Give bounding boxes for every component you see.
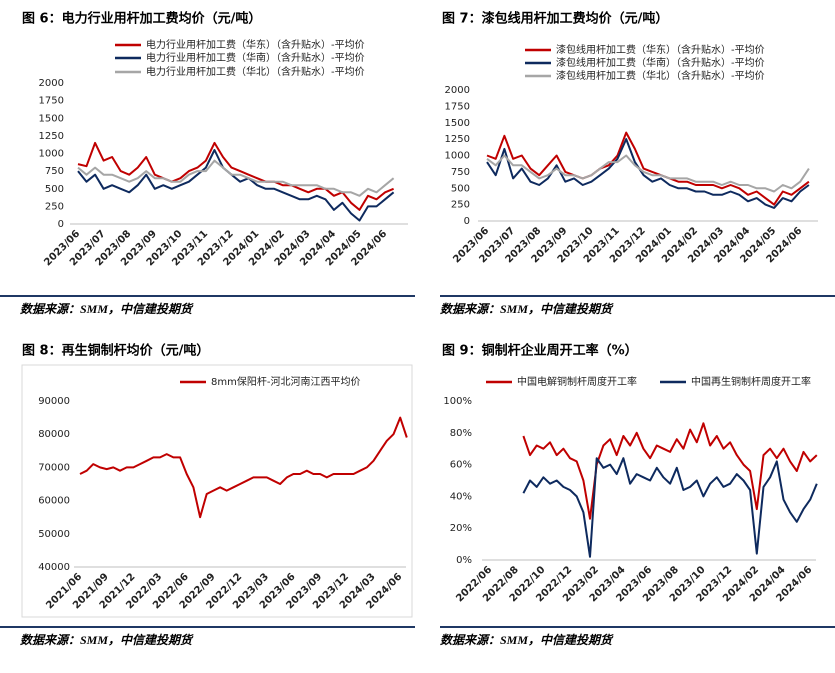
series-line: [522, 457, 818, 558]
y-tick-label: 40%: [450, 491, 472, 502]
y-tick-label: 60%: [450, 460, 472, 471]
y-tick-label: 100%: [443, 396, 472, 407]
y-tick-label: 1000: [445, 151, 470, 162]
chart-title: 图 8：再生铜制杆均价（元/吨）: [22, 343, 209, 359]
series-line: [77, 149, 395, 222]
y-tick-label: 1250: [39, 131, 64, 142]
y-tick-label: 250: [45, 201, 64, 212]
source-note: 数据来源：SMM，中信建投期货: [20, 302, 194, 316]
y-tick-label: 1500: [445, 118, 470, 129]
series-line: [77, 141, 394, 211]
legend-label: 漆包线用杆加工费（华东）（含升贴水）-平均价: [556, 43, 765, 56]
source-note: 数据来源：SMM，中信建投期货: [20, 633, 194, 647]
chart-title: 图 7：漆包线用杆加工费均价（元/吨）: [442, 11, 668, 27]
series-line: [77, 159, 395, 197]
chart-title: 图 9：铜制杆企业周开工率（%）: [442, 343, 638, 359]
source-note: 数据来源：SMM，中信建投期货: [440, 633, 614, 647]
separator: [440, 295, 835, 297]
y-tick-label: 80000: [38, 429, 70, 440]
y-tick-label: 750: [45, 166, 64, 177]
y-tick-label: 80%: [450, 428, 472, 439]
legend-label: 电力行业用杆加工费（华北）（含升贴水）-平均价: [146, 65, 365, 78]
series-line: [79, 416, 408, 519]
series-line: [522, 422, 818, 520]
y-tick-label: 1250: [445, 134, 470, 145]
separator: [0, 295, 415, 297]
source-note: 数据来源：SMM，中信建投期货: [440, 302, 614, 316]
legend-label: 中国再生铜制杆周度开工率: [691, 375, 811, 388]
series-line: [486, 131, 810, 206]
y-tick-label: 500: [451, 183, 470, 194]
y-tick-label: 90000: [38, 396, 70, 407]
chart-frame: [21, 364, 413, 618]
y-tick-label: 2000: [445, 85, 470, 96]
y-tick-label: 0: [464, 216, 470, 227]
y-tick-label: 0: [58, 219, 64, 230]
separator: [0, 626, 415, 628]
legend-label: 中国电解铜制杆周度开工率: [517, 375, 637, 388]
legend-label: 漆包线用杆加工费（华南）（含升贴水）-平均价: [556, 56, 765, 69]
y-tick-label: 250: [451, 200, 470, 211]
series-line: [486, 138, 810, 209]
y-tick-label: 20%: [450, 523, 472, 534]
y-tick-label: 750: [451, 167, 470, 178]
series-line: [486, 154, 810, 193]
y-tick-label: 1500: [39, 113, 64, 124]
y-tick-label: 1750: [39, 96, 64, 107]
y-tick-label: 70000: [38, 462, 70, 473]
legend-label: 电力行业用杆加工费（华东）（含升贴水）-平均价: [146, 38, 365, 51]
chart-title: 图 6：电力行业用杆加工费均价（元/吨）: [22, 11, 261, 27]
y-tick-label: 0%: [456, 555, 472, 566]
legend-label: 电力行业用杆加工费（华南）（含升贴水）-平均价: [146, 51, 365, 64]
y-tick-label: 2000: [39, 78, 64, 89]
y-tick-label: 40000: [38, 562, 70, 573]
legend-label: 8mm保阳杆-河北河南江西平均价: [211, 375, 360, 388]
y-tick-label: 1750: [445, 101, 470, 112]
y-tick-label: 500: [45, 184, 64, 195]
legend-label: 漆包线用杆加工费（华北）（含升贴水）-平均价: [556, 69, 765, 82]
separator: [440, 626, 835, 628]
y-tick-label: 50000: [38, 529, 70, 540]
y-tick-label: 60000: [38, 496, 70, 507]
y-tick-label: 1000: [39, 149, 64, 160]
